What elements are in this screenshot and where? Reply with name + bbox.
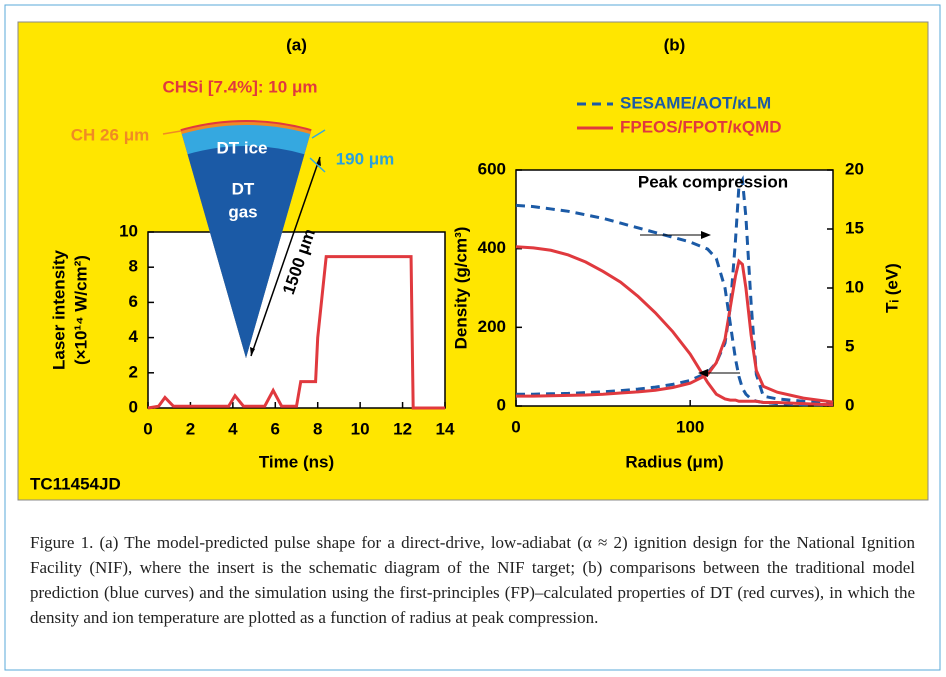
dt-ice-label: DT ice — [216, 138, 267, 157]
x-tick-label: 14 — [436, 419, 455, 438]
y-tick-label: 4 — [129, 327, 139, 346]
x-axis-label: Radius (μm) — [625, 452, 723, 471]
y-tick-label: 8 — [129, 257, 138, 276]
y2-tick-label: 10 — [845, 277, 864, 296]
x-tick-label: 6 — [271, 419, 280, 438]
panel-label: (a) — [286, 35, 307, 54]
y2-tick-label: 20 — [845, 159, 864, 178]
figure-id: TC11454JD — [30, 474, 121, 493]
y2-tick-label: 0 — [845, 395, 854, 414]
data-line — [516, 175, 834, 405]
y-tick-label: 600 — [478, 159, 506, 178]
y2-tick-label: 5 — [845, 336, 854, 355]
caption: Figure 1. (a) The model-predicted pulse … — [30, 533, 915, 627]
x-tick-label: 0 — [511, 417, 520, 436]
arrowhead — [698, 369, 708, 377]
legend-label: SESAME/AOT/κLM — [620, 93, 771, 112]
y-axis-label: (×10¹⁴ W/cm²) — [71, 255, 90, 365]
data-line — [516, 258, 834, 404]
ice-pointer — [311, 129, 326, 139]
x-tick-label: 2 — [186, 419, 195, 438]
y-tick-label: 0 — [497, 395, 506, 414]
panel-label: (b) — [664, 35, 686, 54]
radius-dimension — [250, 156, 321, 357]
target-diagram: CHSi [7.4%]: 10 μm CH 26 μm DT ice DT ga… — [71, 77, 395, 359]
annotations: Peak compression SESAME/AOT/κLM FPEOS/FPOT… — [577, 93, 788, 377]
x-tick-label: 12 — [393, 419, 412, 438]
dt-gas-label: gas — [228, 202, 257, 221]
x-tick-label: 0 — [143, 419, 152, 438]
y-tick-label: 10 — [119, 221, 138, 240]
ch-pointer — [162, 130, 182, 135]
data-line — [515, 245, 834, 407]
dt-gas-label: DT — [232, 179, 255, 198]
y-tick-label: 0 — [129, 397, 138, 416]
plots: (a) Time (ns) 0 2 4 6 8 10 12 14 0 2 4 6 8 10 Laser inte… — [49, 35, 901, 471]
data-line — [147, 255, 445, 410]
plot-area — [515, 169, 834, 407]
y-axis-label: Density (g/cm³) — [451, 227, 470, 350]
annotation: Peak compression — [638, 172, 788, 191]
ice-thickness-label: 190 μm — [336, 149, 395, 168]
y2-axis-label: Tᵢ (eV) — [882, 263, 901, 313]
y-axis-label: Laser intensity — [49, 249, 68, 370]
x-tick-label: 100 — [676, 417, 704, 436]
page-border — [4, 4, 941, 671]
arrowhead — [701, 231, 711, 239]
dt-gas-region — [187, 145, 305, 358]
plot-area — [147, 231, 446, 409]
x-tick-label: 8 — [313, 419, 322, 438]
ch-label: CH 26 μm — [71, 125, 149, 144]
ice-pointer — [309, 157, 326, 173]
y2-tick-label: 15 — [845, 218, 864, 237]
y-tick-label: 2 — [129, 362, 138, 381]
y-tick-label: 400 — [478, 238, 506, 257]
x-tick-label: 10 — [351, 419, 370, 438]
y-tick-label: 6 — [129, 292, 138, 311]
x-tick-label: 4 — [228, 419, 238, 438]
legend-label: FPEOS/FPOT/κQMD — [620, 117, 782, 136]
y-tick-label: 200 — [478, 317, 506, 336]
x-axis-label: Time (ns) — [259, 452, 334, 471]
chsi-label: CHSi [7.4%]: 10 μm — [163, 77, 318, 96]
